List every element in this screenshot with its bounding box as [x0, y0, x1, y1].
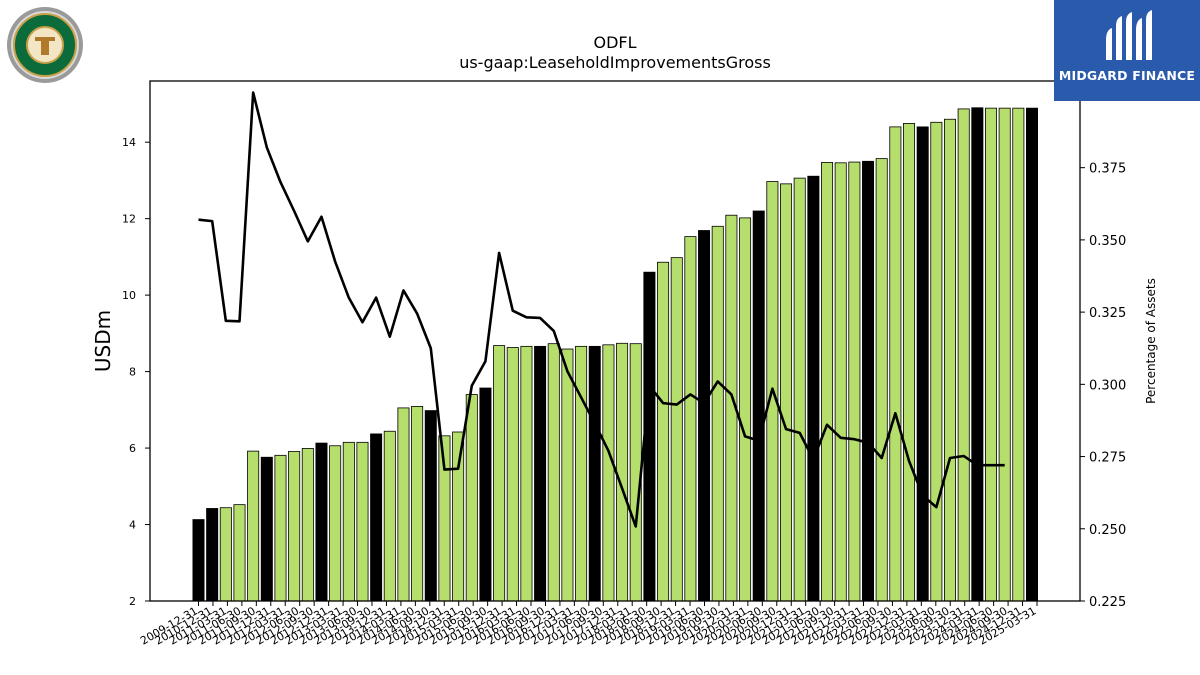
bar-2013-09-30: [397, 407, 410, 602]
old-dominion-logo: [6, 6, 84, 84]
chart-subtitle: us-gaap:LeaseholdImprovementsGross: [459, 53, 771, 72]
bar-2015-03-31: [479, 387, 492, 602]
bar-2016-03-31: [534, 345, 547, 602]
bar-2021-12-31: [848, 161, 861, 602]
y-axis-right-label: Percentage of Assets: [1144, 278, 1158, 404]
bar-2014-03-31: [424, 410, 437, 602]
y-tick-label: 12: [122, 213, 136, 226]
bar-2017-12-31: [629, 343, 642, 602]
bar-2021-03-31: [807, 175, 820, 602]
bar-2018-09-30: [670, 257, 683, 602]
bar-2009-12-31: [192, 519, 205, 602]
bar-2012-12-31: [356, 441, 369, 602]
bar-2019-12-31: [739, 217, 752, 602]
old-dominion-seal-icon: [7, 7, 83, 83]
bar-2018-06-30: [657, 261, 670, 602]
bar-2011-03-31: [260, 456, 273, 602]
pct-of-assets-line: [198, 91, 1005, 528]
bar-2013-12-31: [411, 405, 424, 602]
y-tick-label: 14: [122, 136, 136, 149]
bar-2025-03-31: [1026, 107, 1039, 602]
y-right-tick-label: 0.300: [1089, 378, 1126, 393]
bar-2019-03-31: [698, 230, 711, 602]
bar-2022-06-30: [875, 158, 888, 602]
chart-title: ODFL: [593, 33, 636, 52]
y-tick-label: 6: [129, 442, 136, 455]
bar-2023-03-31: [916, 126, 929, 602]
bar-2024-03-31: [971, 107, 984, 602]
y-axis-label: USDm: [91, 310, 115, 372]
bar-2023-06-30: [930, 121, 943, 602]
midgard-m-icon: [1106, 10, 1152, 60]
bar-2015-09-30: [506, 347, 519, 602]
bar-2022-09-30: [889, 126, 902, 602]
y-tick-label: 10: [122, 289, 136, 302]
bar-2022-03-31: [862, 160, 875, 602]
bar-2023-12-31: [957, 108, 970, 602]
y-right-tick-label: 0.275: [1089, 451, 1126, 466]
bar-2011-12-31: [301, 448, 314, 602]
bar-2014-09-30: [452, 431, 465, 602]
y-tick-label: 8: [129, 366, 136, 379]
bar-2020-09-30: [780, 183, 793, 602]
bar-2016-09-30: [561, 348, 574, 602]
bar-2017-03-31: [588, 345, 601, 602]
line-layer: [198, 91, 1005, 528]
bar-2017-06-30: [602, 344, 615, 602]
bar-2010-09-30: [233, 504, 246, 602]
y-tick-label: 4: [129, 519, 136, 532]
y-right-tick-label: 0.375: [1089, 162, 1126, 177]
bar-2011-06-30: [274, 454, 287, 602]
brand-name: MIDGARD FINANCE: [1058, 68, 1196, 83]
bar-2011-09-30: [288, 451, 301, 602]
bar-2012-03-31: [315, 442, 328, 602]
bar-2014-12-31: [465, 394, 478, 602]
bar-2012-09-30: [342, 441, 355, 602]
bar-2024-06-30: [985, 107, 998, 602]
y-tick-label: 2: [129, 595, 136, 608]
bar-2019-06-30: [711, 225, 724, 602]
bar-2017-09-30: [616, 342, 629, 602]
bar-2020-03-31: [752, 210, 765, 602]
bar-2023-09-30: [944, 118, 957, 602]
x-axis: 2009-12-312010-12-312011-03-312011-06-30…: [138, 601, 1039, 648]
bar-2024-09-30: [998, 107, 1011, 602]
bar-2015-06-30: [493, 345, 506, 602]
bar-2013-06-30: [383, 430, 396, 602]
bar-2021-09-30: [834, 162, 847, 602]
bar-2013-03-31: [370, 433, 383, 602]
y-right-tick-label: 0.350: [1089, 234, 1126, 249]
bar-2018-12-31: [684, 236, 697, 602]
bar-2024-12-31: [1012, 107, 1025, 602]
bar-2015-12-31: [520, 345, 533, 602]
plot-frame: [149, 80, 1081, 602]
bar-2021-06-30: [821, 162, 834, 602]
bar-2016-06-30: [547, 343, 560, 602]
midgard-finance-logo: MIDGARD FINANCE: [1054, 0, 1200, 101]
bar-2016-12-31: [575, 345, 588, 602]
y-right-tick-label: 0.225: [1089, 595, 1126, 610]
bar-2022-12-31: [903, 123, 916, 602]
bar-2012-06-30: [329, 445, 342, 602]
y-right-tick-label: 0.250: [1089, 523, 1126, 538]
y-axis-left: 2 4 6 8 10 12 14: [122, 136, 150, 608]
bars-group: [192, 107, 1039, 602]
bar-2020-12-31: [793, 177, 806, 602]
bar-2010-06-30: [219, 507, 232, 602]
bar-2010-03-31: [206, 508, 219, 602]
bar-2010-12-31: [247, 450, 260, 602]
y-right-tick-label: 0.325: [1089, 306, 1126, 321]
